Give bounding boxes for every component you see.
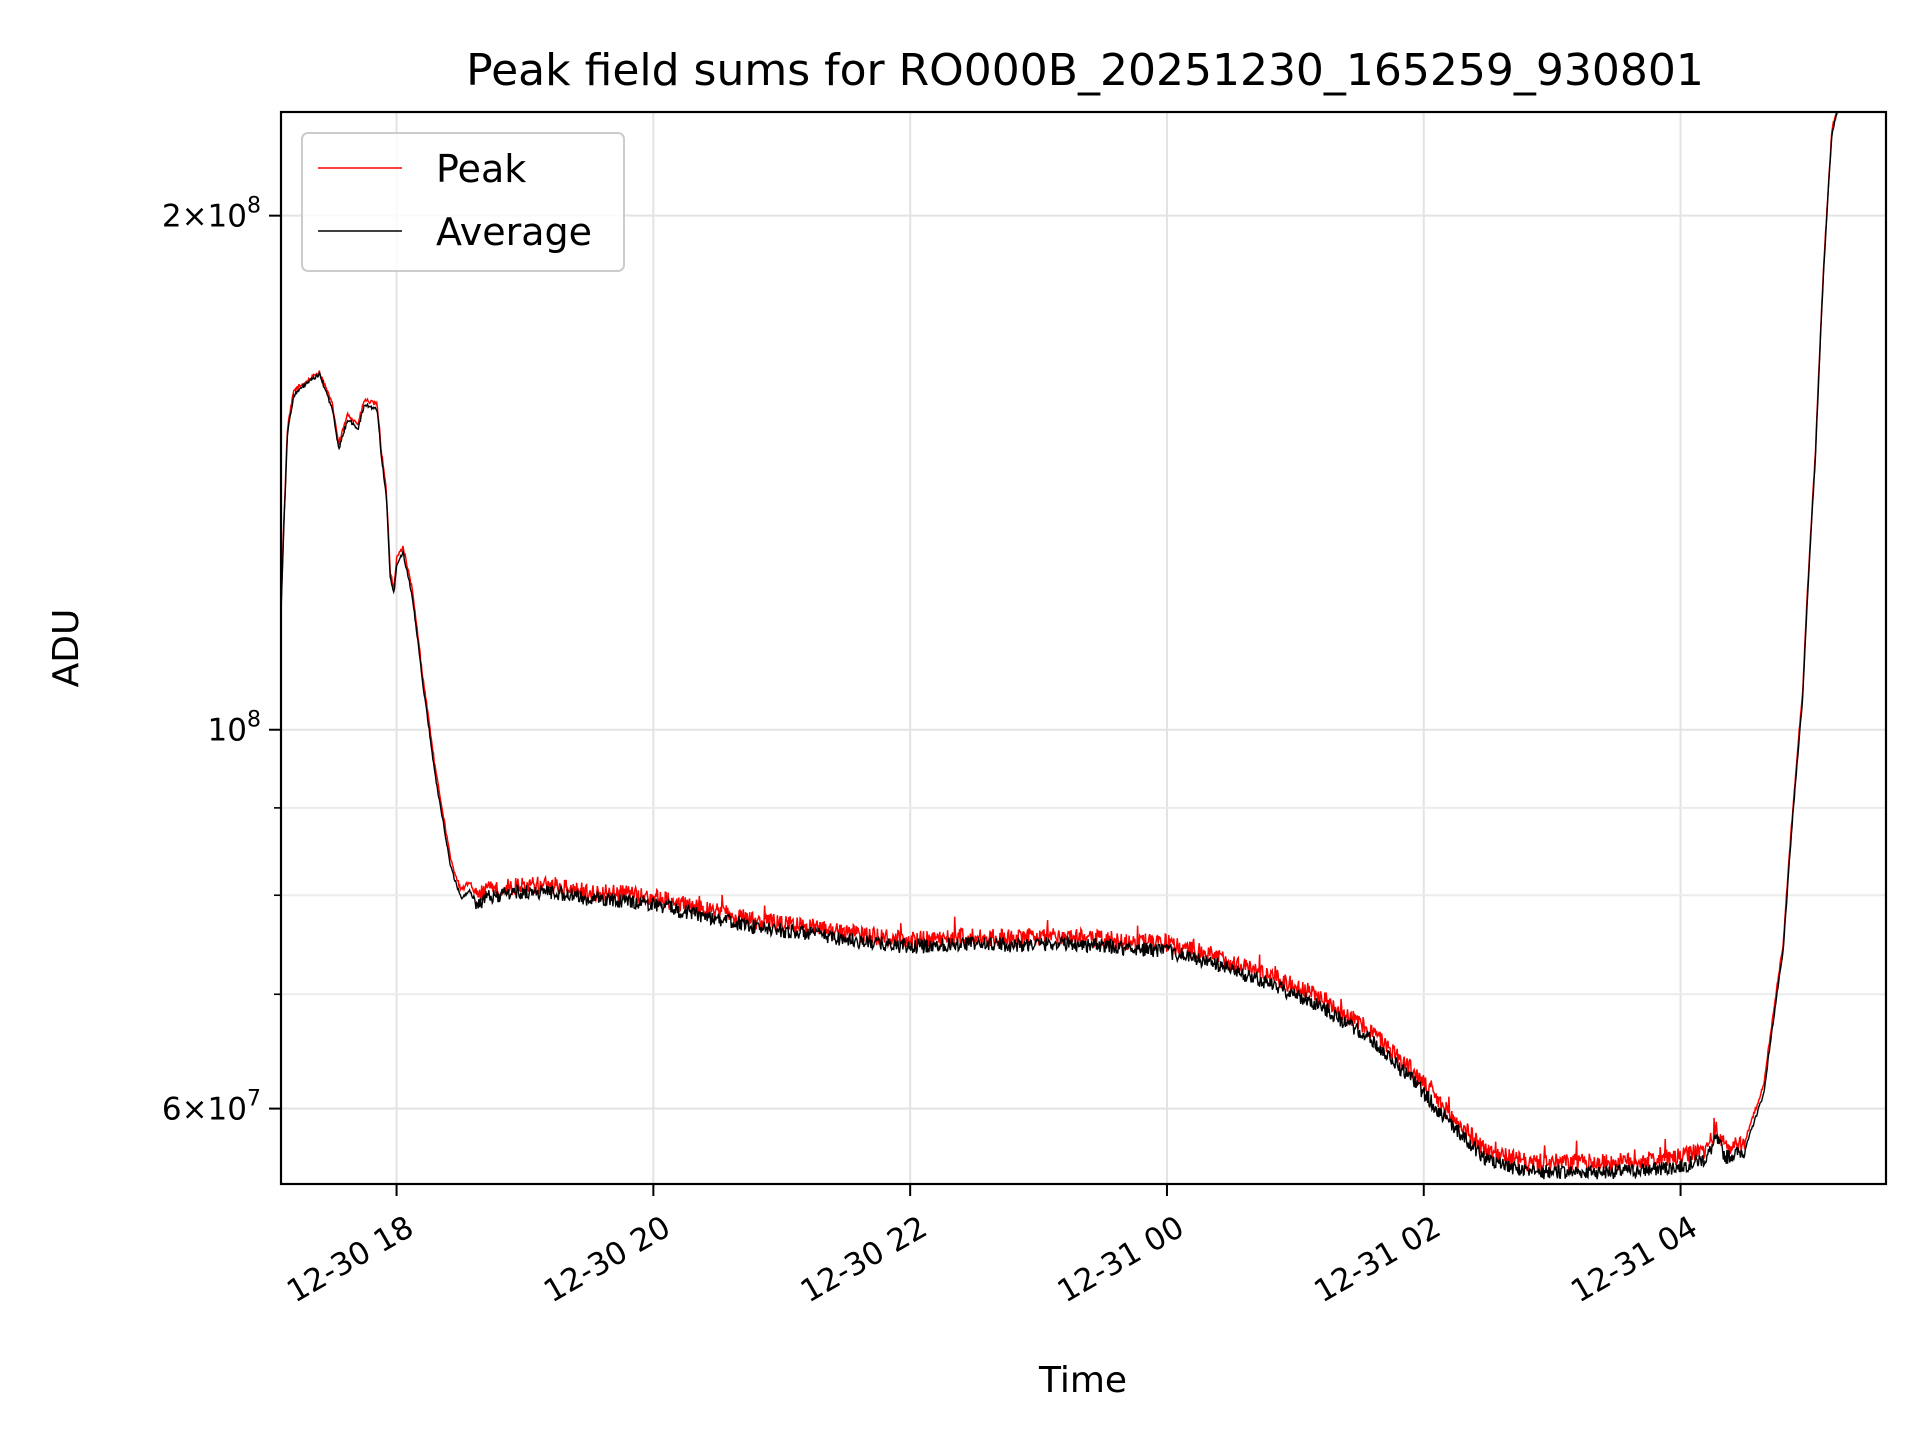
plot-frame [279,110,1888,1186]
legend-label-average: Average [436,210,592,254]
series-lines [281,112,1838,1180]
legend: Peak Average [301,132,625,272]
y-tick-label: 2×108 [162,194,261,235]
chart-title: Peak field sums for RO000B_20251230_1652… [466,45,1704,96]
legend-label-peak: Peak [436,147,526,191]
x-axis-label: Time [1038,1360,1127,1401]
y-tick-label: 6×107 [162,1087,261,1128]
y-tick-label: 108 [208,708,261,749]
y-axis-label: ADU [46,609,87,688]
y-axis-ticks: 6×107 108 2×108 [162,194,281,1128]
series-line-average [281,112,1838,1180]
